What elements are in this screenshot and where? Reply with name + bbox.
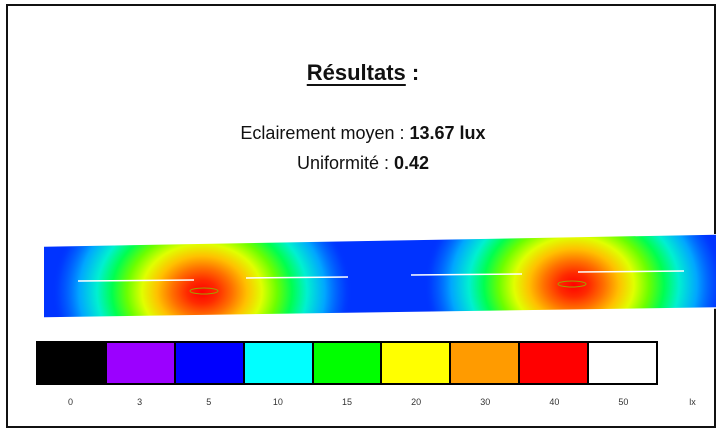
uniformity: Uniformité : 0.42 bbox=[0, 153, 726, 174]
results-title: Résultats : bbox=[0, 60, 726, 86]
road-edge-top bbox=[44, 234, 716, 247]
legend-swatch-15 bbox=[313, 343, 383, 383]
average-illuminance: Eclairement moyen : 13.67 lux bbox=[0, 123, 726, 144]
luminaire-marker bbox=[557, 280, 587, 288]
legend-label-50: 50 bbox=[618, 397, 629, 407]
legend-label-20: 20 bbox=[411, 397, 422, 407]
illuminance-heatmap bbox=[44, 234, 716, 318]
road-marking bbox=[77, 279, 195, 282]
uniformity-value: 0.42 bbox=[393, 153, 430, 173]
legend-label-0: 0 bbox=[68, 397, 74, 407]
legend-label-40: 40 bbox=[549, 397, 560, 407]
legend-swatch-20 bbox=[382, 343, 452, 383]
road-edge-bottom bbox=[44, 307, 716, 318]
light-spot-left bbox=[44, 234, 362, 318]
legend-label-3: 3 bbox=[137, 397, 143, 407]
legend-swatch-10 bbox=[244, 343, 314, 383]
legend-unit: lx bbox=[689, 397, 696, 407]
color-scale-legend bbox=[36, 341, 658, 385]
legend-swatch-40 bbox=[520, 343, 590, 383]
light-spot-right bbox=[414, 234, 716, 318]
average-illuminance-value: 13.67 lux bbox=[409, 123, 486, 143]
luminaire-marker bbox=[189, 287, 219, 295]
results-title-text: Résultats bbox=[306, 60, 406, 85]
heatmap-road bbox=[44, 234, 716, 318]
legend-label-15: 15 bbox=[341, 397, 353, 407]
legend-label-10: 10 bbox=[272, 397, 283, 407]
legend-swatch-0 bbox=[38, 343, 107, 383]
legend-swatch-50 bbox=[589, 343, 657, 383]
road-marking bbox=[577, 270, 685, 273]
legend-swatch-5 bbox=[175, 343, 245, 383]
results-title-suffix: : bbox=[405, 60, 420, 85]
legend-swatch-30 bbox=[451, 343, 521, 383]
average-illuminance-label: Eclairement moyen : bbox=[240, 123, 410, 143]
road-marking bbox=[245, 276, 349, 279]
legend-swatch-3 bbox=[106, 343, 176, 383]
uniformity-label: Uniformité : bbox=[296, 153, 394, 173]
legend-label-30: 30 bbox=[480, 397, 491, 407]
legend-label-5: 5 bbox=[206, 397, 212, 407]
road-marking bbox=[410, 273, 523, 276]
